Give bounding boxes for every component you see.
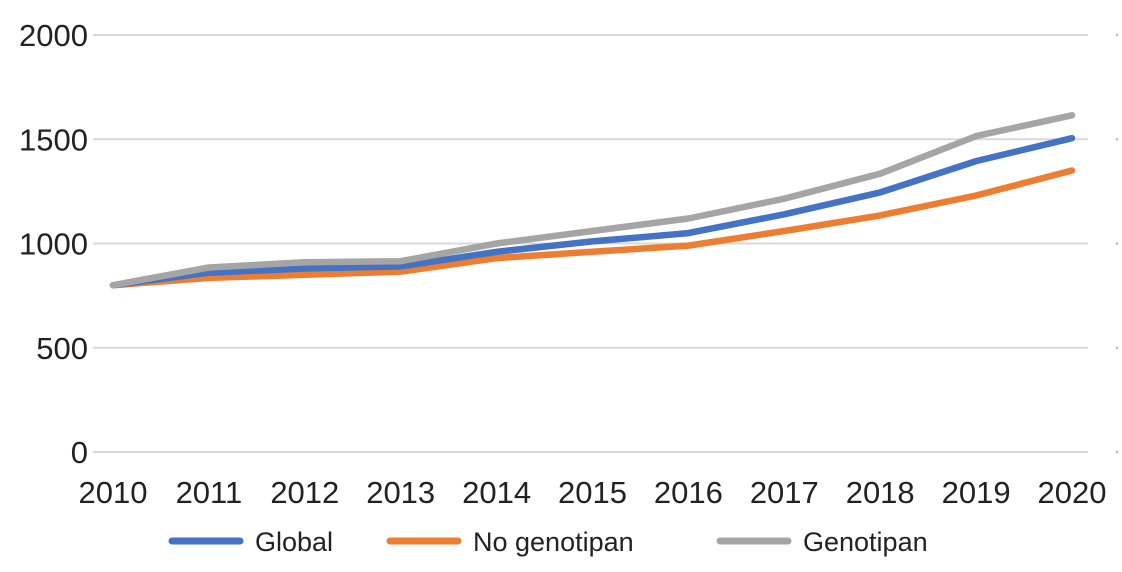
edge-dot-1500: [1115, 137, 1119, 141]
y-tick-label-500: 500: [36, 331, 88, 366]
series-line-global: [109, 134, 1076, 289]
x-axis-tick-labels: 2010 2011 2012 2013 2014 2015 2016 2017 2018 2019…: [79, 475, 1107, 510]
x-tick-label-2015: 2015: [558, 475, 627, 510]
series-line-genotipan: [109, 112, 1076, 289]
x-tick-label-2019: 2019: [942, 475, 1011, 510]
y-axis-tick-labels: 0 500 1000 1500 2000: [19, 18, 88, 470]
x-tick-label-2010: 2010: [79, 475, 148, 510]
y-tick-label-1000: 1000: [19, 227, 88, 262]
legend-label-genotipan: Genotipan: [803, 527, 928, 557]
x-tick-label-2012: 2012: [270, 475, 339, 510]
legend-label-no-genotipan: No genotipan: [473, 527, 634, 557]
edge-dot-2000: [1115, 33, 1119, 37]
series-line-no-genotipan: [109, 167, 1076, 289]
x-tick-label-2014: 2014: [462, 475, 531, 510]
right-edge-marks: [1115, 33, 1119, 454]
edge-dot-1000: [1115, 242, 1119, 245]
y-tick-label-1500: 1500: [19, 122, 88, 157]
edge-dot-0: [1115, 450, 1119, 454]
x-tick-label-2011: 2011: [176, 475, 243, 510]
x-tick-label-2016: 2016: [654, 475, 723, 510]
y-tick-label-2000: 2000: [19, 18, 88, 53]
series-lines: [109, 112, 1076, 289]
x-tick-label-2013: 2013: [366, 475, 435, 510]
x-tick-label-2020: 2020: [1038, 475, 1107, 510]
legend: Global No genotipan Genotipan: [168, 527, 928, 557]
x-tick-label-2017: 2017: [750, 475, 819, 510]
edge-dot-500: [1115, 346, 1119, 350]
legend-label-global: Global: [255, 527, 333, 557]
x-tick-label-2018: 2018: [846, 475, 915, 510]
y-tick-label-0: 0: [71, 435, 88, 470]
